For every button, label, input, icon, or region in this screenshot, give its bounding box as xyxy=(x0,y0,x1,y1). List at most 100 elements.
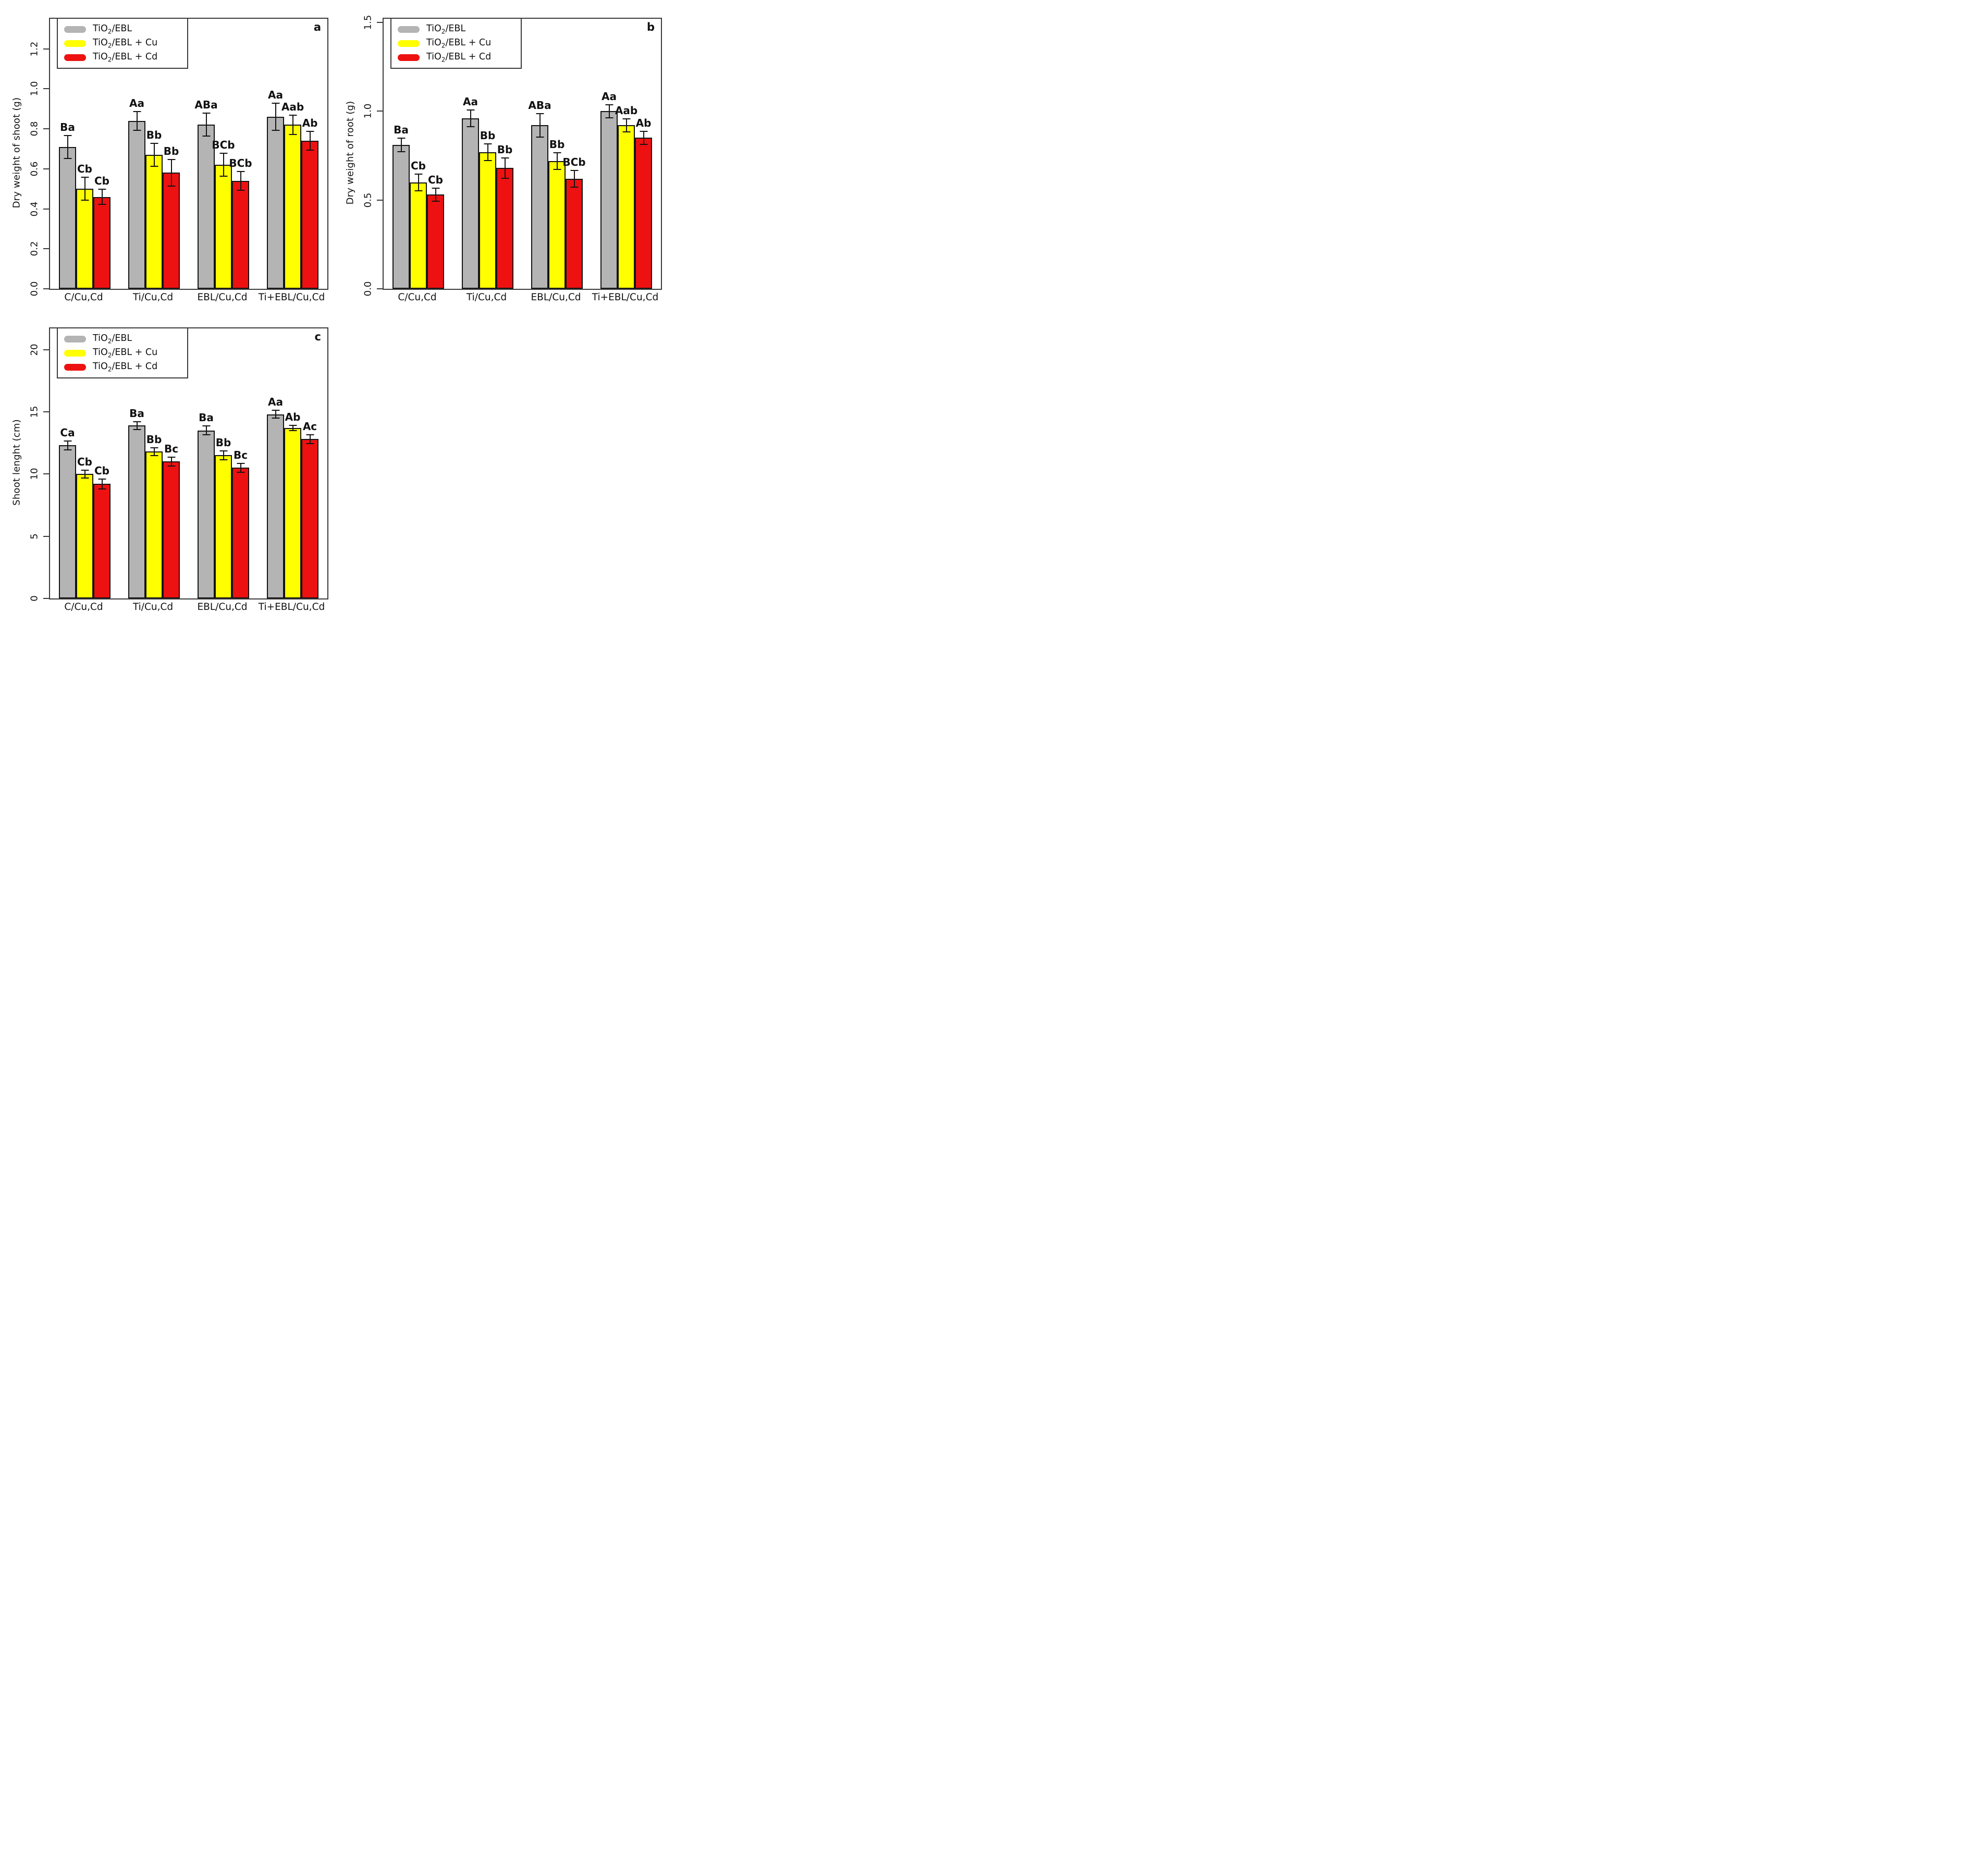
bar-c-group1-series1 xyxy=(59,445,76,598)
bar-c-group1-series3 xyxy=(93,484,111,598)
x-axis-labels: C/Cu,Cd Ti/Cu,Cd EBL/Cu,Cd Ti+EBL/Cu,Cd xyxy=(383,292,660,303)
error-bar-cap-bottom xyxy=(150,165,158,167)
error-bar-cap-bottom xyxy=(432,201,439,202)
error-bar-cap-top xyxy=(622,118,630,119)
error-bar xyxy=(98,189,106,205)
error-bar xyxy=(272,103,279,131)
panel-letter: a xyxy=(313,21,321,33)
x-category-label: Ti+EBL/Cu,Cd xyxy=(258,292,325,303)
error-bar-cap-top xyxy=(306,130,314,132)
sig-label: Ba xyxy=(199,411,214,424)
sig-label: Cb xyxy=(94,175,109,188)
bar-b-group3-series2 xyxy=(548,161,566,289)
error-bar-cap-top xyxy=(202,113,210,114)
bar-c-group4-series3 xyxy=(301,439,318,598)
error-bar-cap-top xyxy=(81,469,89,471)
panel-a: Dry weight of shoot (g) TiO2/EBL TiO2/EB… xyxy=(5,4,335,311)
error-bar xyxy=(133,111,141,131)
error-bar-cap-bottom xyxy=(306,443,314,444)
error-bar-cap-bottom xyxy=(237,471,244,473)
legend-label: TiO2/EBL + Cd xyxy=(93,361,158,373)
sig-label: Bb xyxy=(146,433,162,446)
x-category-label: C/Cu,Cd xyxy=(64,292,103,303)
sig-label: Cb xyxy=(77,163,92,176)
panel-b: Dry weight of root (g) TiO2/EBL TiO2/EBL… xyxy=(339,4,668,311)
sig-label: ABa xyxy=(528,99,551,112)
error-bar xyxy=(414,173,422,191)
y-tick xyxy=(43,598,49,599)
error-bar-cap-bottom xyxy=(98,488,106,490)
x-axis-labels: C/Cu,Cd Ti/Cu,Cd EBL/Cu,Cd Ti+EBL/Cu,Cd xyxy=(49,602,326,613)
error-bar-cap-top xyxy=(133,111,141,112)
error-bar-cap-top xyxy=(553,152,561,153)
error-bar-cap-top xyxy=(570,169,578,171)
sig-label: Cb xyxy=(94,464,109,477)
sig-label: Aa xyxy=(463,95,478,108)
y-tick xyxy=(43,128,49,130)
legend: TiO2/EBL TiO2/EBL + Cu TiO2/EBL + Cd xyxy=(57,18,188,69)
plot-area: TiO2/EBL TiO2/EBL + Cu TiO2/EBL + Cd c 0… xyxy=(29,327,328,602)
error-bar-cap-top xyxy=(167,158,175,160)
y-tick xyxy=(43,473,49,475)
legend-item: TiO2/EBL + Cu xyxy=(64,38,181,49)
error-bar xyxy=(202,425,210,436)
x-category-label: EBL/Cu,Cd xyxy=(197,292,248,303)
panel-letter: b xyxy=(646,21,655,33)
error-bar-cap-top xyxy=(640,130,647,132)
legend-label: TiO2/EBL + Cu xyxy=(426,37,492,50)
bar-a-group3-series3 xyxy=(232,180,249,289)
y-tick-label: 0.2 xyxy=(29,241,40,256)
y-tick-label: 1.0 xyxy=(29,81,40,96)
error-bar-cap-bottom xyxy=(467,126,474,127)
y-tick-label: 0.8 xyxy=(29,121,40,137)
y-tick-label: 10 xyxy=(29,468,40,480)
sig-label: Bb xyxy=(480,129,496,142)
x-category-label: EBL/Cu,Cd xyxy=(197,602,248,613)
error-bar xyxy=(219,450,227,461)
y-tick-label: 15 xyxy=(29,406,40,418)
sig-label: Ba xyxy=(60,120,75,133)
error-bar-cap-bottom xyxy=(570,186,578,188)
x-category-label: C/Cu,Cd xyxy=(64,602,103,613)
error-bar-cap-bottom xyxy=(536,137,544,138)
error-bar xyxy=(98,478,106,490)
error-bar-cap-top xyxy=(219,450,227,451)
y-tick xyxy=(377,21,383,23)
bar-c-group3-series3 xyxy=(232,468,249,598)
error-bar-cap-bottom xyxy=(289,133,297,135)
error-bar xyxy=(501,157,509,179)
error-bar xyxy=(397,138,405,152)
sig-label: Ab xyxy=(285,411,301,423)
legend-swatch-gray xyxy=(64,26,86,33)
error-bar-cap-top xyxy=(81,177,89,178)
error-bar-cap-bottom xyxy=(640,143,647,145)
sig-label: Bb xyxy=(215,436,231,449)
error-bar xyxy=(640,130,647,145)
bar-b-group3-series1 xyxy=(531,125,548,289)
y-tick xyxy=(43,88,49,90)
error-bar-cap-bottom xyxy=(605,117,613,118)
x-axis-labels: C/Cu,Cd Ti/Cu,Cd EBL/Cu,Cd Ti+EBL/Cu,Cd xyxy=(49,292,326,303)
error-bar-cap-top xyxy=(150,447,158,448)
error-bar xyxy=(306,130,314,151)
error-bar xyxy=(605,104,613,118)
x-category-label: Ti/Cu,Cd xyxy=(132,292,174,303)
x-category-label: Ti+EBL/Cu,Cd xyxy=(258,602,325,613)
error-bar-cap-top xyxy=(98,478,106,480)
error-bar xyxy=(167,456,175,467)
y-axis-title: Dry weight of shoot (g) xyxy=(11,97,22,209)
sig-label: Aa xyxy=(602,90,617,103)
error-bar-cap-bottom xyxy=(150,455,158,456)
bar-b-group2-series3 xyxy=(496,168,513,289)
y-tick-label: 1.5 xyxy=(362,15,374,30)
error-bar-cap-top xyxy=(202,425,210,427)
error-bar-cap-bottom xyxy=(501,177,509,179)
bar-c-group2-series3 xyxy=(163,461,180,598)
sig-label: BCb xyxy=(212,139,235,152)
bar-a-group3-series1 xyxy=(198,125,215,289)
error-bar-cap-top xyxy=(501,157,509,158)
bar-b-group2-series2 xyxy=(479,152,496,289)
y-axis-title: Shoot lenght (cm) xyxy=(11,419,22,506)
x-category-label: C/Cu,Cd xyxy=(398,292,437,303)
y-tick xyxy=(43,288,49,289)
